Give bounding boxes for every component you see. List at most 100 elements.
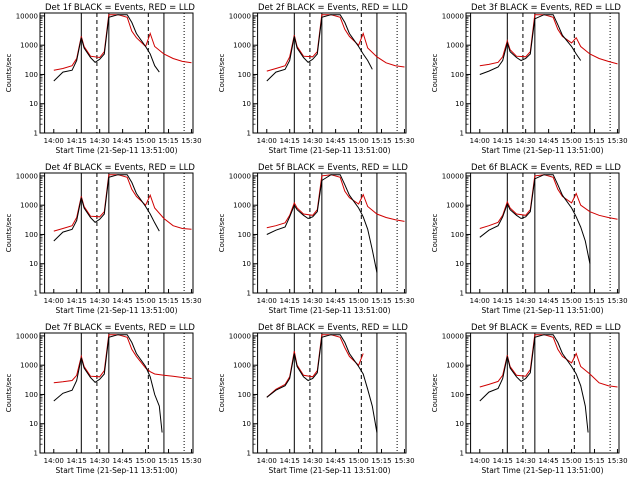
x-tick-label: 14:45 bbox=[539, 297, 559, 305]
y-tick-label: 1 bbox=[34, 290, 38, 298]
y-axis-label: Counts/sec bbox=[5, 54, 13, 93]
plot-frame bbox=[465, 12, 620, 134]
y-tick-label: 1 bbox=[460, 450, 464, 458]
detector-panel-7: Det 7f BLACK = Events, RED = LLD 1 10 100 10… bbox=[5, 323, 202, 475]
x-tick-label: 14:45 bbox=[326, 457, 346, 465]
panel-title: Det 3f BLACK = Events, RED = LLD bbox=[471, 3, 621, 13]
y-tick-label: 1000 bbox=[233, 202, 251, 210]
x-tick-label: 15:15 bbox=[371, 297, 391, 305]
panel-title: Det 8f BLACK = Events, RED = LLD bbox=[258, 323, 408, 333]
x-tick-label: 14:00 bbox=[470, 137, 490, 145]
x-tick-label: 15:15 bbox=[584, 137, 604, 145]
detector-panel-8: Det 8f BLACK = Events, RED = LLD 1 10 100 10… bbox=[218, 323, 415, 475]
y-axis-label: Counts/sec bbox=[431, 214, 439, 253]
x-tick-label: 15:30 bbox=[181, 297, 201, 305]
x-tick-label: 14:45 bbox=[113, 297, 133, 305]
y-tick-label: 1000 bbox=[233, 42, 251, 50]
x-axis-label: Start Time (21-Sep-11 13:51:00) bbox=[56, 306, 178, 315]
x-tick-label: 14:15 bbox=[493, 297, 513, 305]
detector-panel-6: Det 6f BLACK = Events, RED = LLD 1 10 100 10… bbox=[431, 163, 628, 315]
y-tick-label: 100 bbox=[25, 391, 38, 399]
detector-panel-1: Det 1f BLACK = Events, RED = LLD 1 10 100 10… bbox=[5, 3, 202, 155]
events-series-line bbox=[479, 14, 582, 75]
y-tick-label: 100 bbox=[451, 71, 464, 79]
x-tick-label: 14:00 bbox=[44, 137, 64, 145]
x-tick-label: 15:30 bbox=[607, 457, 627, 465]
x-tick-label: 15:00 bbox=[561, 457, 581, 465]
y-tick-label: 1000 bbox=[233, 362, 251, 370]
x-tick-label: 15:30 bbox=[607, 137, 627, 145]
x-tick-label: 15:30 bbox=[607, 297, 627, 305]
x-tick-label: 15:30 bbox=[394, 297, 414, 305]
x-tick-label: 14:30 bbox=[516, 457, 536, 465]
x-axis-label: Start Time (21-Sep-11 13:51:00) bbox=[482, 146, 604, 155]
x-tick-label: 14:00 bbox=[44, 297, 64, 305]
x-tick-label: 14:45 bbox=[326, 297, 346, 305]
x-tick-label: 14:15 bbox=[280, 297, 300, 305]
y-tick-label: 10 bbox=[29, 100, 38, 108]
y-tick-label: 10000 bbox=[16, 12, 38, 20]
y-tick-label: 1 bbox=[247, 290, 251, 298]
y-tick-label: 10 bbox=[455, 420, 464, 428]
detector-panel-3: Det 3f BLACK = Events, RED = LLD 1 10 100 10… bbox=[431, 3, 628, 155]
detector-panel-9: Det 9f BLACK = Events, RED = LLD 1 10 100 10… bbox=[431, 323, 628, 475]
y-axis-label: Counts/sec bbox=[431, 54, 439, 93]
y-tick-label: 1000 bbox=[446, 202, 464, 210]
x-tick-label: 14:15 bbox=[493, 457, 513, 465]
x-tick-label: 14:15 bbox=[67, 457, 87, 465]
panel-title: Det 7f BLACK = Events, RED = LLD bbox=[45, 323, 195, 333]
x-tick-label: 15:30 bbox=[181, 137, 201, 145]
x-tick-label: 14:30 bbox=[90, 457, 110, 465]
y-tick-label: 10000 bbox=[16, 332, 38, 340]
lld-series-line bbox=[266, 174, 405, 229]
plot-frame bbox=[252, 12, 407, 134]
y-tick-label: 100 bbox=[25, 231, 38, 239]
x-tick-label: 14:00 bbox=[470, 297, 490, 305]
y-tick-label: 1 bbox=[247, 130, 251, 138]
x-tick-label: 14:45 bbox=[113, 137, 133, 145]
x-tick-label: 14:00 bbox=[470, 457, 490, 465]
x-tick-label: 15:00 bbox=[135, 137, 155, 145]
y-tick-label: 100 bbox=[238, 231, 251, 239]
y-tick-label: 100 bbox=[451, 231, 464, 239]
x-tick-label: 15:30 bbox=[394, 137, 414, 145]
y-tick-label: 100 bbox=[451, 391, 464, 399]
x-tick-label: 14:45 bbox=[326, 137, 346, 145]
x-tick-label: 15:15 bbox=[158, 137, 178, 145]
y-tick-label: 100 bbox=[238, 391, 251, 399]
y-tick-label: 10000 bbox=[442, 172, 464, 180]
x-tick-label: 14:15 bbox=[280, 137, 300, 145]
x-tick-label: 15:30 bbox=[394, 457, 414, 465]
x-tick-label: 15:15 bbox=[371, 137, 391, 145]
x-tick-label: 14:45 bbox=[539, 137, 559, 145]
x-tick-label: 14:30 bbox=[516, 137, 536, 145]
x-axis-label: Start Time (21-Sep-11 13:51:00) bbox=[482, 306, 604, 315]
x-axis-label: Start Time (21-Sep-11 13:51:00) bbox=[56, 466, 178, 475]
x-tick-label: 15:15 bbox=[158, 297, 178, 305]
detector-panel-4: Det 4f BLACK = Events, RED = LLD 1 10 100 10… bbox=[5, 163, 202, 315]
x-tick-label: 15:15 bbox=[158, 457, 178, 465]
events-series-line bbox=[53, 14, 160, 82]
x-tick-label: 15:00 bbox=[135, 457, 155, 465]
y-tick-label: 10000 bbox=[229, 12, 251, 20]
y-axis-label: Counts/sec bbox=[218, 54, 226, 93]
x-tick-label: 15:15 bbox=[584, 297, 604, 305]
y-tick-label: 100 bbox=[238, 71, 251, 79]
y-axis-label: Counts/sec bbox=[5, 374, 13, 413]
y-tick-label: 10 bbox=[455, 260, 464, 268]
events-series-line bbox=[266, 334, 378, 433]
x-axis-label: Start Time (21-Sep-11 13:51:00) bbox=[269, 306, 391, 315]
x-tick-label: 14:00 bbox=[257, 297, 277, 305]
plot-frame bbox=[252, 172, 407, 294]
x-tick-label: 14:15 bbox=[280, 457, 300, 465]
panel-title: Det 4f BLACK = Events, RED = LLD bbox=[45, 163, 195, 173]
x-tick-label: 15:30 bbox=[181, 457, 201, 465]
y-tick-label: 10 bbox=[29, 260, 38, 268]
plot-frame bbox=[465, 332, 620, 454]
lld-series-line bbox=[266, 334, 364, 398]
plot-frame bbox=[252, 332, 407, 454]
panel-title: Det 5f BLACK = Events, RED = LLD bbox=[258, 163, 408, 173]
y-tick-label: 1000 bbox=[446, 42, 464, 50]
detector-panel-2: Det 2f BLACK = Events, RED = LLD 1 10 100 10… bbox=[218, 3, 415, 155]
events-series-line bbox=[53, 174, 160, 242]
